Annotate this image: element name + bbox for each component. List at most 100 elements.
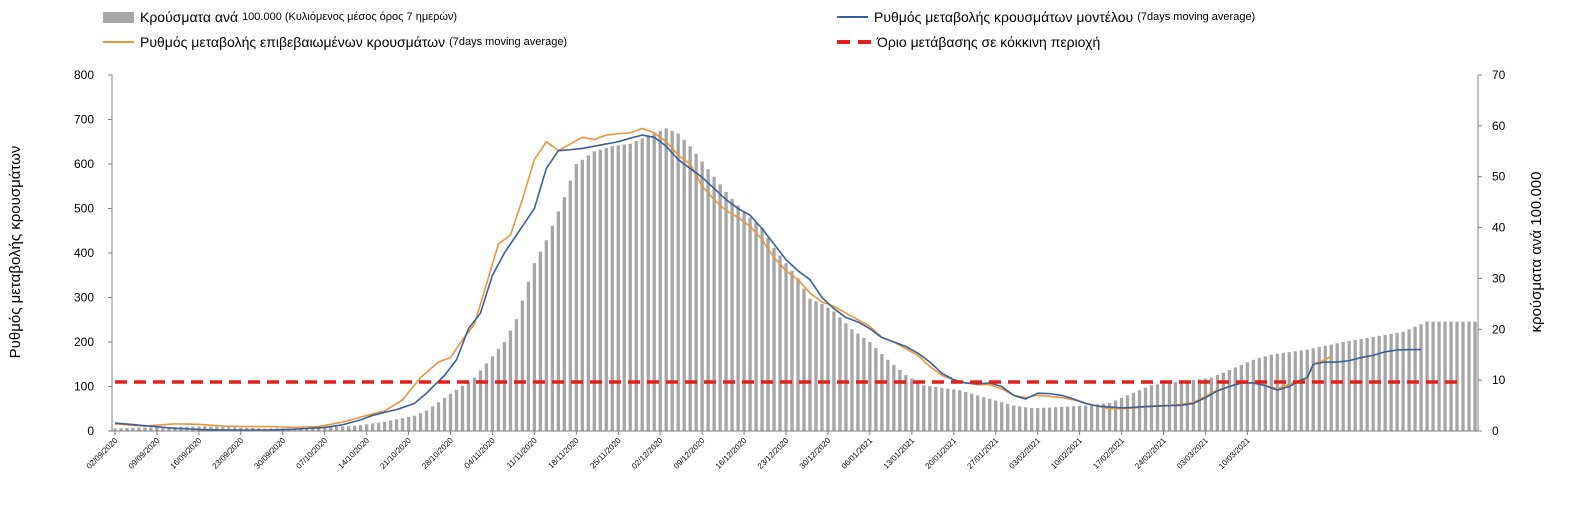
legend-bars-suffix: 100.000 (Κυλιόμενος μέσος όρος 7 ημερών) <box>242 11 458 23</box>
bar <box>880 353 884 431</box>
y-left-tick-label: 100 <box>74 380 94 394</box>
bar <box>670 130 674 431</box>
y-right-tick-label: 60 <box>1492 119 1506 133</box>
bar <box>1197 379 1202 431</box>
bar <box>1281 353 1285 431</box>
bar <box>982 397 986 431</box>
bar <box>760 227 764 431</box>
bar <box>544 240 549 431</box>
bar <box>1173 382 1178 431</box>
x-tick-label: 27/01/2021 <box>965 436 1000 471</box>
legend-bars-label: Κρούσματα ανά <box>140 9 239 25</box>
bar <box>1047 407 1052 431</box>
bar <box>718 184 722 431</box>
legend-confirmed-label: Ρυθμός μεταβολής επιβεβαιωμένων κρουσμάτ… <box>140 34 446 50</box>
bar <box>892 364 896 431</box>
bar <box>748 217 752 431</box>
bar <box>460 385 465 431</box>
x-tick-label: 23/09/2020 <box>211 436 246 471</box>
model-rate-line <box>114 134 1422 431</box>
bar <box>1335 343 1339 431</box>
bar <box>221 427 225 431</box>
bar <box>311 427 315 431</box>
legend-model-label: Ρυθμός μεταβολής κρουσμάτων μοντέλου <box>874 9 1134 25</box>
bar <box>664 128 668 431</box>
bar <box>508 330 513 431</box>
bar <box>1293 351 1297 431</box>
legend-model-swatch <box>837 16 868 18</box>
bar <box>790 270 794 431</box>
bar <box>406 416 411 431</box>
y-right-tick-label: 50 <box>1492 170 1506 184</box>
x-tick-label: 13/01/2021 <box>882 436 917 471</box>
x-tick-label: 14/10/2020 <box>336 436 371 471</box>
bar <box>502 342 507 431</box>
bar <box>215 426 219 431</box>
x-tick-label: 28/10/2020 <box>420 436 455 471</box>
x-tick-label: 18/11/2020 <box>546 436 581 471</box>
bar <box>1473 321 1477 431</box>
bar <box>341 426 345 431</box>
bar <box>1257 358 1261 431</box>
bar <box>1299 350 1303 431</box>
bar <box>940 387 944 431</box>
bar <box>568 180 572 431</box>
y-right-tick-label: 30 <box>1492 271 1506 285</box>
bar <box>802 288 806 431</box>
bar <box>526 281 531 431</box>
bar <box>928 386 932 431</box>
x-tick-label: 09/12/2020 <box>672 436 707 471</box>
bar <box>353 425 357 431</box>
bar <box>1191 380 1196 431</box>
bar <box>706 169 710 431</box>
bar <box>778 255 782 431</box>
bar <box>454 389 459 431</box>
bar <box>754 222 758 431</box>
y-left-tick-label: 800 <box>74 68 94 82</box>
bar <box>874 347 878 431</box>
bar <box>1167 382 1172 431</box>
bar <box>628 143 632 431</box>
legend-threshold-label: Όριο μετάβασης σε κόκκινη περιοχή <box>877 34 1101 50</box>
bar <box>1449 321 1453 431</box>
x-tick-label: 30/12/2020 <box>798 436 833 471</box>
bar <box>808 298 812 431</box>
y-left-tick-label: 300 <box>74 291 94 305</box>
y-axis-right-title: κρούσματα ανά 100.000 <box>1528 172 1545 333</box>
bar <box>934 386 938 431</box>
bar <box>1317 347 1321 431</box>
x-tick-label: 03/03/2021 <box>1175 436 1210 471</box>
y-left-tick-label: 700 <box>74 113 94 127</box>
bar <box>1341 342 1345 431</box>
bar <box>1227 369 1232 431</box>
bar <box>1305 349 1309 431</box>
bar <box>814 301 818 431</box>
bar <box>1030 408 1034 431</box>
x-tick-label: 24/02/2021 <box>1133 436 1168 471</box>
bar <box>1024 407 1028 431</box>
bar <box>688 146 692 431</box>
bar <box>400 418 405 431</box>
bar <box>430 406 435 431</box>
bar <box>418 413 423 431</box>
bar <box>1269 354 1273 431</box>
bar <box>1203 378 1208 431</box>
bar <box>1161 383 1166 431</box>
bar <box>1233 367 1238 431</box>
bar <box>1083 405 1088 431</box>
bar <box>724 191 728 431</box>
bar <box>844 323 848 431</box>
bar <box>574 164 578 431</box>
bar <box>1425 321 1429 431</box>
y-right-tick-label: 0 <box>1492 424 1499 438</box>
bar <box>946 388 950 431</box>
bar <box>1036 407 1040 431</box>
legend-bars-swatch <box>103 11 134 23</box>
y-right-tick-label: 70 <box>1492 68 1506 82</box>
bar <box>1155 384 1160 431</box>
bar <box>1041 407 1046 431</box>
x-tick-label: 17/02/2021 <box>1091 436 1126 471</box>
bar <box>898 369 902 431</box>
bar <box>646 136 650 431</box>
